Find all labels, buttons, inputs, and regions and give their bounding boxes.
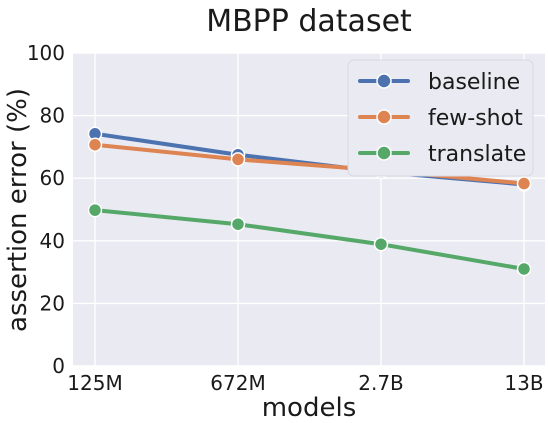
data-point (516, 261, 532, 277)
data-point (87, 202, 103, 218)
data-point (373, 236, 389, 252)
x-tick-label: 2.7B (358, 371, 404, 395)
legend-item: translate (358, 142, 526, 167)
legend-marker (376, 73, 392, 89)
series-line (93, 208, 526, 271)
legend-frame (347, 59, 534, 177)
data-point (87, 137, 103, 152)
legend: baseline few-shot translate (347, 59, 534, 177)
series-line (93, 142, 526, 186)
legend-label: baseline (428, 70, 520, 95)
legend-label: translate (428, 142, 526, 167)
y-tick-label: 60 (40, 166, 65, 190)
tick-labels: 0 20 40 60 80 100 125M 672M 2.7B 13B (27, 41, 544, 395)
series-layer (87, 126, 532, 277)
data-point (230, 216, 246, 232)
data-point (516, 176, 532, 191)
x-axis-label: models (262, 393, 357, 423)
legend-marker (376, 109, 392, 125)
y-tick-label: 40 (40, 229, 65, 253)
y-tick-label: 100 (27, 41, 65, 65)
x-tick-label: 13B (504, 371, 543, 395)
y-axis-label: assertion error (%) (3, 88, 33, 332)
x-tick-label: 672M (210, 371, 265, 395)
y-tick-label: 0 (52, 354, 65, 378)
legend-label: few-shot (428, 106, 523, 131)
y-tick-label: 20 (40, 291, 65, 315)
legend-marker (376, 145, 392, 161)
x-tick-label: 125M (67, 371, 122, 395)
legend-item: few-shot (358, 106, 523, 131)
legend-item: baseline (358, 70, 520, 95)
data-point (230, 152, 246, 167)
chart-title: MBPP dataset (206, 4, 412, 39)
series-translate (87, 202, 532, 277)
y-tick-label: 80 (40, 104, 65, 128)
